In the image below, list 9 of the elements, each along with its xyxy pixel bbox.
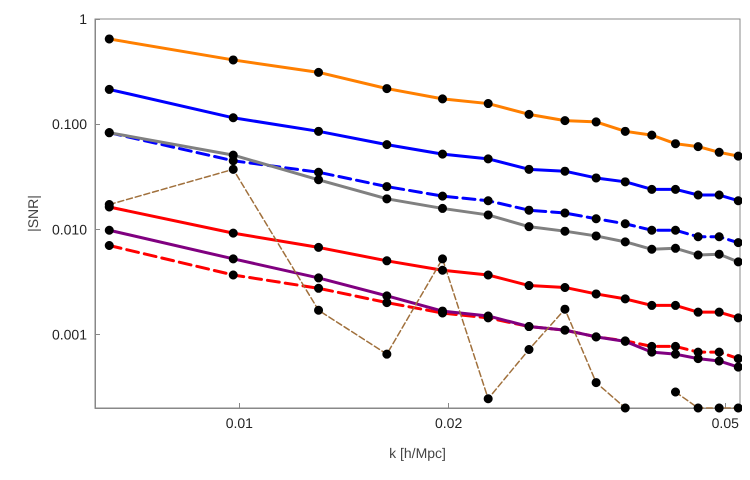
- x-tick-label: 0.05: [712, 415, 740, 431]
- y-tick-label: 0.010: [52, 221, 88, 238]
- y-tick-label: 1: [79, 11, 88, 27]
- x-axis-title: k [h/Mpc]: [389, 445, 446, 461]
- y-tick-label: 0.100: [52, 116, 88, 132]
- y-tick-label: 0.001: [52, 326, 88, 342]
- x-tick-label: 0.02: [434, 415, 462, 431]
- x-tick-label: 0.01: [226, 415, 254, 431]
- y-axis-title: |SNR|: [25, 195, 41, 232]
